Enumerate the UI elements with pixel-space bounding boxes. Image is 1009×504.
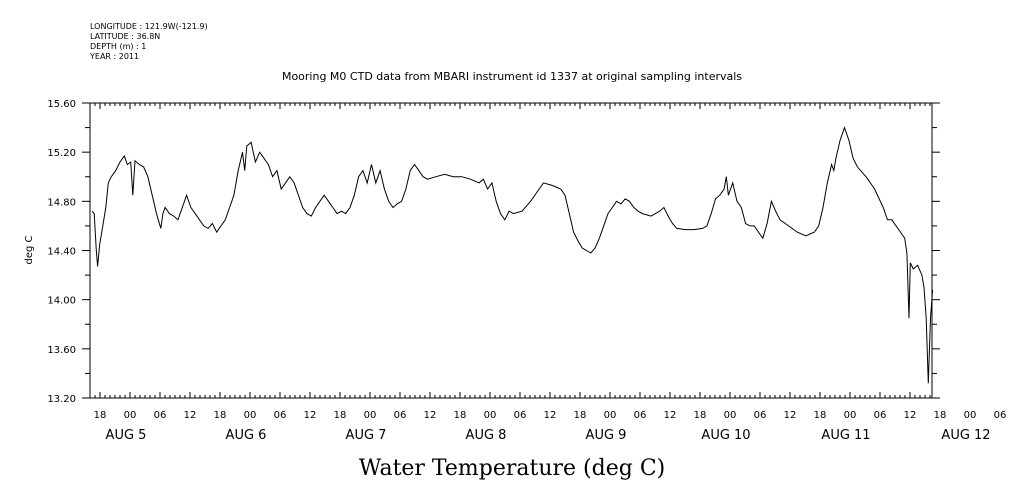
x-tick-label: 18 xyxy=(574,410,587,421)
date-label: AUG 6 xyxy=(226,428,267,443)
latitude-label: LATITUDE : 36.8N xyxy=(90,32,161,41)
x-tick-label: 18 xyxy=(214,410,227,421)
x-tick-label: 12 xyxy=(904,410,917,421)
x-tick-label: 18 xyxy=(814,410,827,421)
x-tick-label: 12 xyxy=(184,410,197,421)
metadata-block: LONGITUDE : 121.9W(-121.9) LATITUDE : 36… xyxy=(90,22,208,62)
x-tick-label: 12 xyxy=(784,410,797,421)
date-label: AUG 5 xyxy=(106,428,147,443)
y-tick-label: 13.20 xyxy=(47,394,76,405)
x-tick-label: 06 xyxy=(874,410,887,421)
longitude-label: LONGITUDE : 121.9W(-121.9) xyxy=(90,22,208,31)
x-tick-label: 00 xyxy=(724,410,737,421)
x-tick-label: 12 xyxy=(424,410,437,421)
x-tick-label: 12 xyxy=(544,410,557,421)
y-tick-label: 15.60 xyxy=(47,99,76,110)
x-tick-label: 18 xyxy=(334,410,347,421)
x-tick-label: 06 xyxy=(394,410,407,421)
y-tick-label: 15.20 xyxy=(47,148,76,159)
x-tick-label: 00 xyxy=(484,410,497,421)
y-tick-labels: 13.20 13.60 14.00 14.40 14.80 15.20 15.60 xyxy=(47,99,76,405)
date-label: AUG 11 xyxy=(821,428,870,443)
x-tick-label: 12 xyxy=(304,410,317,421)
x-tick-label: 06 xyxy=(274,410,287,421)
y-axis-label: deg C xyxy=(24,235,35,264)
x-tick-label: 12 xyxy=(664,410,677,421)
x-tick-label: 18 xyxy=(694,410,707,421)
axis-ticks xyxy=(82,102,940,399)
x-tick-label: 06 xyxy=(994,410,1007,421)
plot-frame xyxy=(89,102,933,399)
x-tick-label: 06 xyxy=(154,410,167,421)
y-tick-label: 14.00 xyxy=(47,296,76,307)
x-tick-label: 06 xyxy=(514,410,527,421)
x-axis-label: Water Temperature (deg C) xyxy=(359,456,666,481)
x-tick-label: 06 xyxy=(634,410,647,421)
x-tick-labels: 18 00 06 12 18 00 06 12 18 00 06 12 18 00 06 12 18 00 06 12… xyxy=(94,410,1007,421)
x-tick-label: 18 xyxy=(94,410,107,421)
y-tick-label: 13.60 xyxy=(47,345,76,356)
x-tick-label: 06 xyxy=(754,410,767,421)
x-tick-label: 00 xyxy=(604,410,617,421)
x-tick-label: 00 xyxy=(364,410,377,421)
x-tick-label: 00 xyxy=(124,410,137,421)
x-tick-label: 00 xyxy=(964,410,977,421)
x-tick-label: 00 xyxy=(844,410,857,421)
depth-label: DEPTH (m) : 1 xyxy=(90,42,147,51)
date-labels: AUG 5 AUG 6 AUG 7 AUG 8 AUG 9 AUG 10 AUG 11 AUG… xyxy=(106,428,991,443)
date-label: AUG 7 xyxy=(346,428,387,443)
year-label: YEAR : 2011 xyxy=(90,52,140,61)
y-tick-label: 14.80 xyxy=(47,197,76,208)
x-tick-label: 18 xyxy=(454,410,467,421)
date-label: AUG 9 xyxy=(586,428,627,443)
x-tick-label: 18 xyxy=(934,410,947,421)
date-label: AUG 10 xyxy=(701,428,750,443)
chart-title: Mooring M0 CTD data from MBARI instrumen… xyxy=(282,70,742,83)
date-label: AUG 8 xyxy=(466,428,507,443)
date-label: AUG 12 xyxy=(941,428,990,443)
y-tick-label: 14.40 xyxy=(47,247,76,258)
series-line xyxy=(91,126,934,384)
x-tick-label: 00 xyxy=(244,410,257,421)
